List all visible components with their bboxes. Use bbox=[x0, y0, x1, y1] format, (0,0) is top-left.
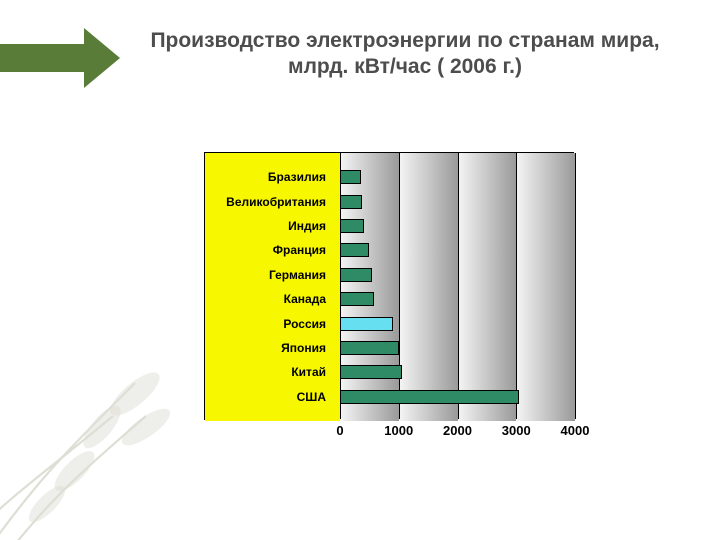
chart-x-tick: 0 bbox=[336, 423, 343, 438]
chart-x-tick: 1000 bbox=[384, 423, 413, 438]
chart-category-label: Япония bbox=[281, 341, 326, 355]
chart-x-tick: 2000 bbox=[443, 423, 472, 438]
page-title: Производство электроэнергии по странам м… bbox=[130, 28, 680, 81]
chart-gradient-panel bbox=[458, 153, 517, 421]
chart-bar bbox=[340, 365, 402, 379]
chart-gridline bbox=[575, 153, 576, 419]
chart: Бразилия Великобритания Индия Франция Герман… bbox=[204, 152, 574, 442]
chart-bar bbox=[340, 219, 364, 233]
chart-gradient-panel bbox=[399, 153, 458, 421]
chart-plot-frame: Бразилия Великобритания Индия Франция Герман… bbox=[204, 152, 574, 420]
chart-category-label: Россия bbox=[283, 317, 326, 331]
chart-bar bbox=[340, 170, 361, 184]
chart-bar bbox=[340, 292, 374, 306]
chart-gradient-panel bbox=[340, 153, 399, 421]
chart-label-panel bbox=[205, 153, 340, 421]
chart-category-label: Великобритания bbox=[226, 195, 326, 209]
leaf-decoration bbox=[0, 350, 190, 540]
chart-bar bbox=[340, 243, 369, 257]
chart-category-label: Франция bbox=[273, 243, 326, 257]
chart-bar bbox=[340, 317, 393, 331]
chart-category-label: Канада bbox=[284, 292, 326, 306]
chart-category-label: Китай bbox=[291, 365, 326, 379]
chart-category-label: Бразилия bbox=[268, 170, 326, 184]
chart-bar bbox=[340, 341, 399, 355]
chart-category-label: США bbox=[297, 390, 326, 404]
decor-arrow-shaft bbox=[0, 44, 84, 72]
chart-category-label: Индия bbox=[288, 219, 326, 233]
chart-category-label: Германия bbox=[269, 268, 326, 282]
decor-arrow-head bbox=[84, 28, 120, 88]
chart-bar bbox=[340, 268, 372, 282]
chart-gridline bbox=[516, 153, 517, 419]
chart-gridline bbox=[458, 153, 459, 419]
chart-x-tick: 4000 bbox=[561, 423, 590, 438]
chart-x-tick: 3000 bbox=[502, 423, 531, 438]
chart-bar bbox=[340, 390, 519, 404]
chart-bar bbox=[340, 195, 362, 209]
chart-gradient-panel bbox=[516, 153, 575, 421]
